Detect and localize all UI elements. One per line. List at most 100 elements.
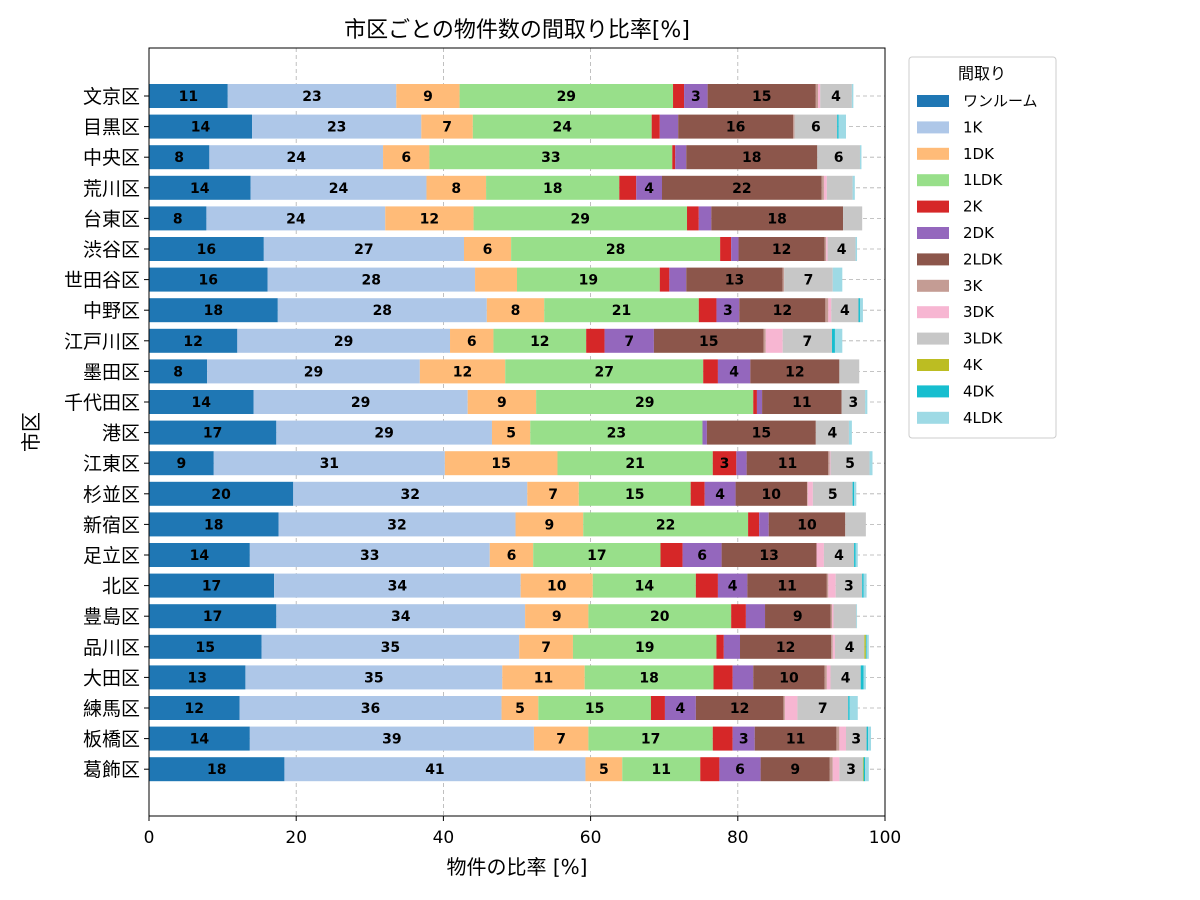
bar-segment [848,420,852,445]
bar-value-label: 5 [599,762,609,778]
bar-value-label: 6 [467,334,477,350]
bar-segment [213,451,445,476]
legend: 間取り ワンルーム 1K 1DK 1LDK 2K 2DK 2LDK 3K 3DK 3LDK 4K 4D… [908,56,1057,439]
bar-segment [817,145,860,170]
bar-value-label: 18 [639,670,658,686]
bar-segment [149,451,214,476]
bar-value-label: 13 [187,670,206,686]
bar-segment [865,757,869,782]
bar-value-label: 6 [697,548,707,564]
bar-value-label: 15 [752,426,771,442]
x-tick-label: 80 [727,828,749,848]
bar-segment [815,84,819,108]
bar-value-label: 5 [845,456,855,472]
bar-segment [707,84,816,108]
bar-segment [572,634,717,659]
bar-segment [832,634,835,659]
bar-segment [738,237,825,261]
bar-segment [866,634,869,659]
bar-value-label: 12 [185,701,204,717]
bar-segment [829,451,831,476]
bar-segment [149,145,210,170]
bar-segment [831,298,859,323]
bar-value-label: 21 [625,456,644,472]
bar-segment [852,175,855,200]
legend-label: 4K [963,356,984,374]
bar-value-label: 3 [844,579,854,595]
bar-segment [385,206,474,231]
bar-segment [826,665,831,690]
bar-value-label: 4 [715,487,725,503]
bar-value-label: 4 [840,303,850,319]
bar-segment [695,573,718,598]
bar-segment [783,696,785,720]
bar-value-label: 3 [739,732,749,748]
y-tick-label: 渋谷区 [83,239,140,261]
bar-segment [832,267,843,292]
y-axis-title: 市区 [19,412,43,452]
bar-value-label: 4 [831,89,841,105]
bar-segment [672,145,676,170]
bar-segment [782,267,785,292]
bar-segment [636,175,662,200]
bar-segment [149,420,277,445]
bar-value-label: 41 [425,762,444,778]
bar-segment [585,757,623,782]
bar-value-label: 10 [779,670,799,686]
bar-segment [533,726,589,751]
bar-segment [736,451,747,476]
legend-label: 1LDK [963,171,1003,189]
bar-segment [834,634,865,659]
y-tick-label: 豊島区 [83,606,140,628]
bar-value-label: 12 [773,303,792,319]
bar-segment [277,298,487,323]
bar-segment [747,573,827,598]
bar-value-label: 9 [423,89,433,105]
bar-segment [704,481,736,506]
legend-label: 2DK [963,224,995,242]
legend-swatch [917,227,949,239]
bar-value-label: 29 [374,426,393,442]
bar-segment [859,145,862,170]
bar-segment [854,543,856,567]
bar-segment [149,298,278,323]
bar-value-label: 34 [388,579,408,595]
bar-segment [824,237,827,261]
bar-value-label: 8 [174,150,184,166]
bar-segment [592,573,696,598]
bar-segment [765,328,783,353]
bar-segment [807,481,813,506]
bar-value-label: 15 [585,701,604,717]
bar-segment [239,696,502,720]
bar-segment [784,696,798,720]
bar-segment [517,267,660,292]
bar-value-label: 14 [190,732,210,748]
bar-value-label: 6 [834,150,844,166]
bar-segment [533,543,661,567]
bar-segment [149,543,250,567]
bar-value-label: 3 [846,762,856,778]
bar-value-label: 19 [579,273,598,289]
bar-segment [835,573,863,598]
bar-segment [735,481,807,506]
bar-segment [149,726,250,751]
x-tick-label: 100 [869,828,901,848]
bar-segment [583,512,749,537]
bar-segment [793,114,795,139]
bar-value-label: 32 [401,487,420,503]
bar-value-label: 13 [759,548,778,564]
bar-segment [664,696,696,720]
bar-value-label: 33 [360,548,379,564]
bar-value-label: 4 [837,242,847,258]
y-axis-ticks: 文京区目黒区中央区荒川区台東区渋谷区世田谷区中野区江戸川区墨田区千代田区港区江東… [64,86,149,781]
bar-value-label: 18 [767,211,786,227]
bar-value-label: 10 [547,579,567,595]
bar-segment [706,420,816,445]
bar-segment [249,543,490,567]
bar-segment [716,634,724,659]
bar-segment [851,84,854,108]
bar-segment [557,451,713,476]
bar-value-label: 8 [173,364,183,380]
bar-segment [274,573,521,598]
bar-value-label: 18 [742,150,761,166]
